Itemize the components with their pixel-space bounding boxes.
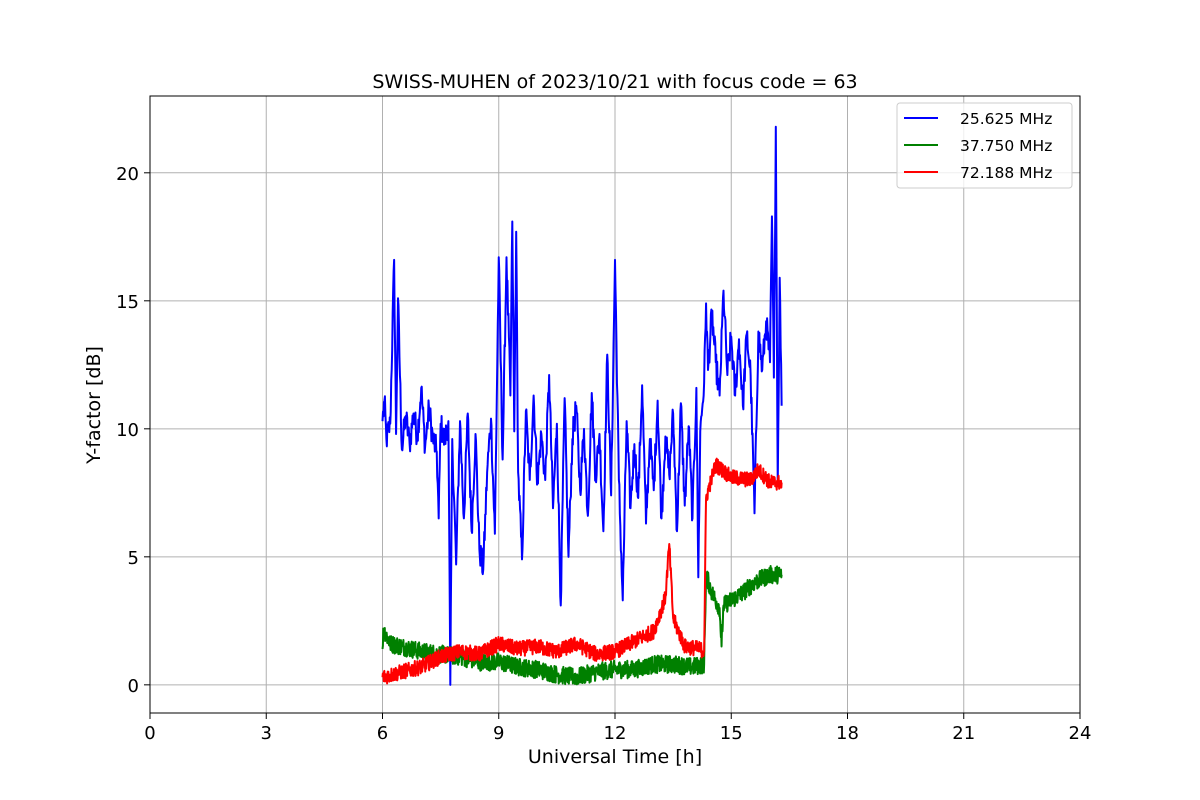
x-tick-label: 24 bbox=[1069, 723, 1092, 744]
legend-label-72188: 72.188 MHz bbox=[960, 164, 1052, 182]
ticks: 0 3 6 9 12 15 18 21 24 0 5 10 15 20 bbox=[116, 164, 1091, 744]
series-72188-line bbox=[381, 457, 783, 685]
series-layer bbox=[381, 125, 783, 686]
series-25625-line bbox=[381, 125, 783, 686]
y-tick-label: 10 bbox=[116, 420, 139, 441]
legend-label-37750: 37.750 MHz bbox=[960, 137, 1052, 155]
x-tick-label: 6 bbox=[377, 723, 388, 744]
y-tick-label: 5 bbox=[128, 548, 139, 569]
y-tick-label: 0 bbox=[128, 676, 139, 697]
x-tick-label: 9 bbox=[493, 723, 504, 744]
legend-label-25625: 25.625 MHz bbox=[960, 110, 1052, 128]
x-axis-label: Universal Time [h] bbox=[528, 746, 702, 768]
x-tick-label: 15 bbox=[720, 723, 743, 744]
x-tick-label: 12 bbox=[604, 723, 627, 744]
x-tick-label: 3 bbox=[261, 723, 272, 744]
x-tick-label: 21 bbox=[952, 723, 975, 744]
x-tick-label: 18 bbox=[836, 723, 859, 744]
y-axis-label: Y-factor [dB] bbox=[83, 346, 105, 465]
y-tick-label: 15 bbox=[116, 292, 139, 313]
chart-title: SWISS-MUHEN of 2023/10/21 with focus cod… bbox=[372, 71, 857, 93]
legend-box bbox=[896, 102, 1073, 189]
legend: 25.625 MHz 37.750 MHz 72.188 MHz bbox=[896, 102, 1073, 189]
x-tick-label: 0 bbox=[144, 723, 155, 744]
y-tick-label: 20 bbox=[116, 164, 139, 185]
